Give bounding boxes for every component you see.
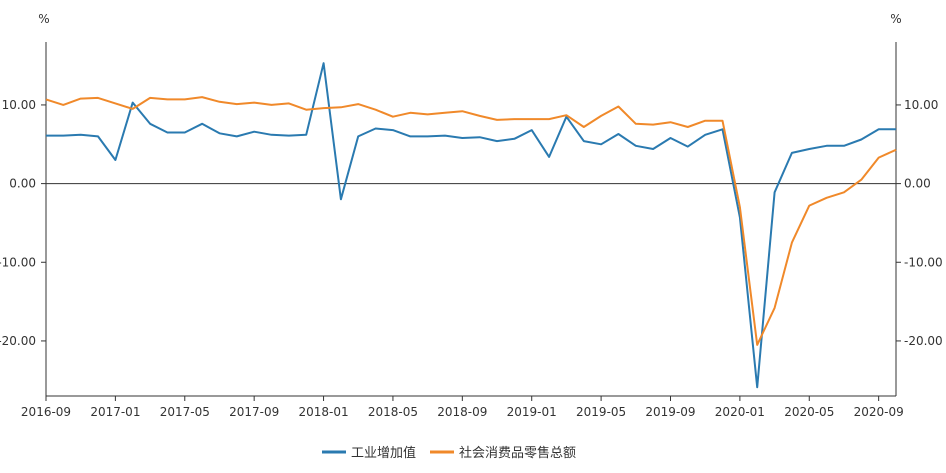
left-y-tick-label: 10.00	[2, 98, 36, 112]
right-unit-label: %	[890, 12, 901, 26]
series-layer	[45, 62, 897, 389]
x-tick-label: 2019-09	[645, 405, 695, 419]
legend-label-1: 工业增加值	[351, 445, 416, 461]
x-tick-label: 2016-09	[21, 405, 71, 419]
axis-layer: % % 10.00 10.00 0.00 0.00 -10.00 -10.00 -20.00 -2…	[0, 12, 943, 419]
legend-label-2: 社会消费品零售总额	[459, 445, 576, 461]
left-y-tick-label: -20.00	[0, 334, 36, 348]
x-tick-label: 2017-01	[90, 405, 140, 419]
series-line-2	[45, 96, 897, 346]
right-y-tick-label: 0.00	[904, 177, 931, 191]
left-y-tick-label: -10.00	[0, 255, 36, 269]
x-tick-label: 2020-09	[854, 405, 904, 419]
right-y-tick-label: -20.00	[904, 334, 943, 348]
x-tick-label: 2017-09	[229, 405, 279, 419]
x-tick-label: 2020-01	[715, 405, 765, 419]
right-y-tick-label: 10.00	[904, 98, 938, 112]
x-tick-label: 2017-05	[160, 405, 210, 419]
right-y-tick-label: -10.00	[904, 255, 943, 269]
x-tick-label: 2019-05	[576, 405, 626, 419]
left-unit-label: %	[38, 12, 49, 26]
left-y-tick-label: 0.00	[9, 177, 36, 191]
legend: 工业增加值 社会消费品零售总额	[322, 445, 576, 461]
series-line-1	[46, 62, 896, 389]
x-tick-label: 2018-05	[368, 405, 418, 419]
x-tick-label: 2018-09	[437, 405, 487, 419]
x-tick-label: 2018-01	[298, 405, 348, 419]
x-tick-label: 2020-05	[784, 405, 834, 419]
x-tick-label: 2019-01	[507, 405, 557, 419]
